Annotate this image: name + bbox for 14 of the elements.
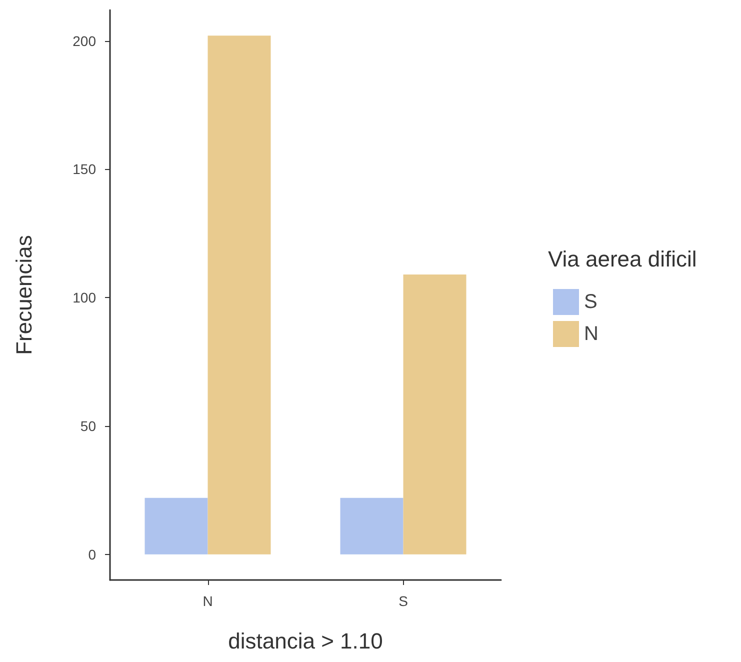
y-tick-label: 0 [88,546,96,562]
y-tick-label: 100 [72,290,96,306]
bar [340,498,404,554]
legend-label: S [584,291,598,313]
bar [403,274,466,554]
x-axis-title: distancia > 1.10 [228,628,383,654]
y-tick-label: 50 [80,418,96,434]
y-axis-title: Frecuencias [12,235,36,355]
bar [144,498,208,554]
bar [208,36,271,554]
legend-title: Via aerea dificil [548,246,697,272]
legend-label: N [584,323,598,345]
y-tick-label: 150 [72,161,96,178]
y-tick-label: 200 [72,32,96,49]
